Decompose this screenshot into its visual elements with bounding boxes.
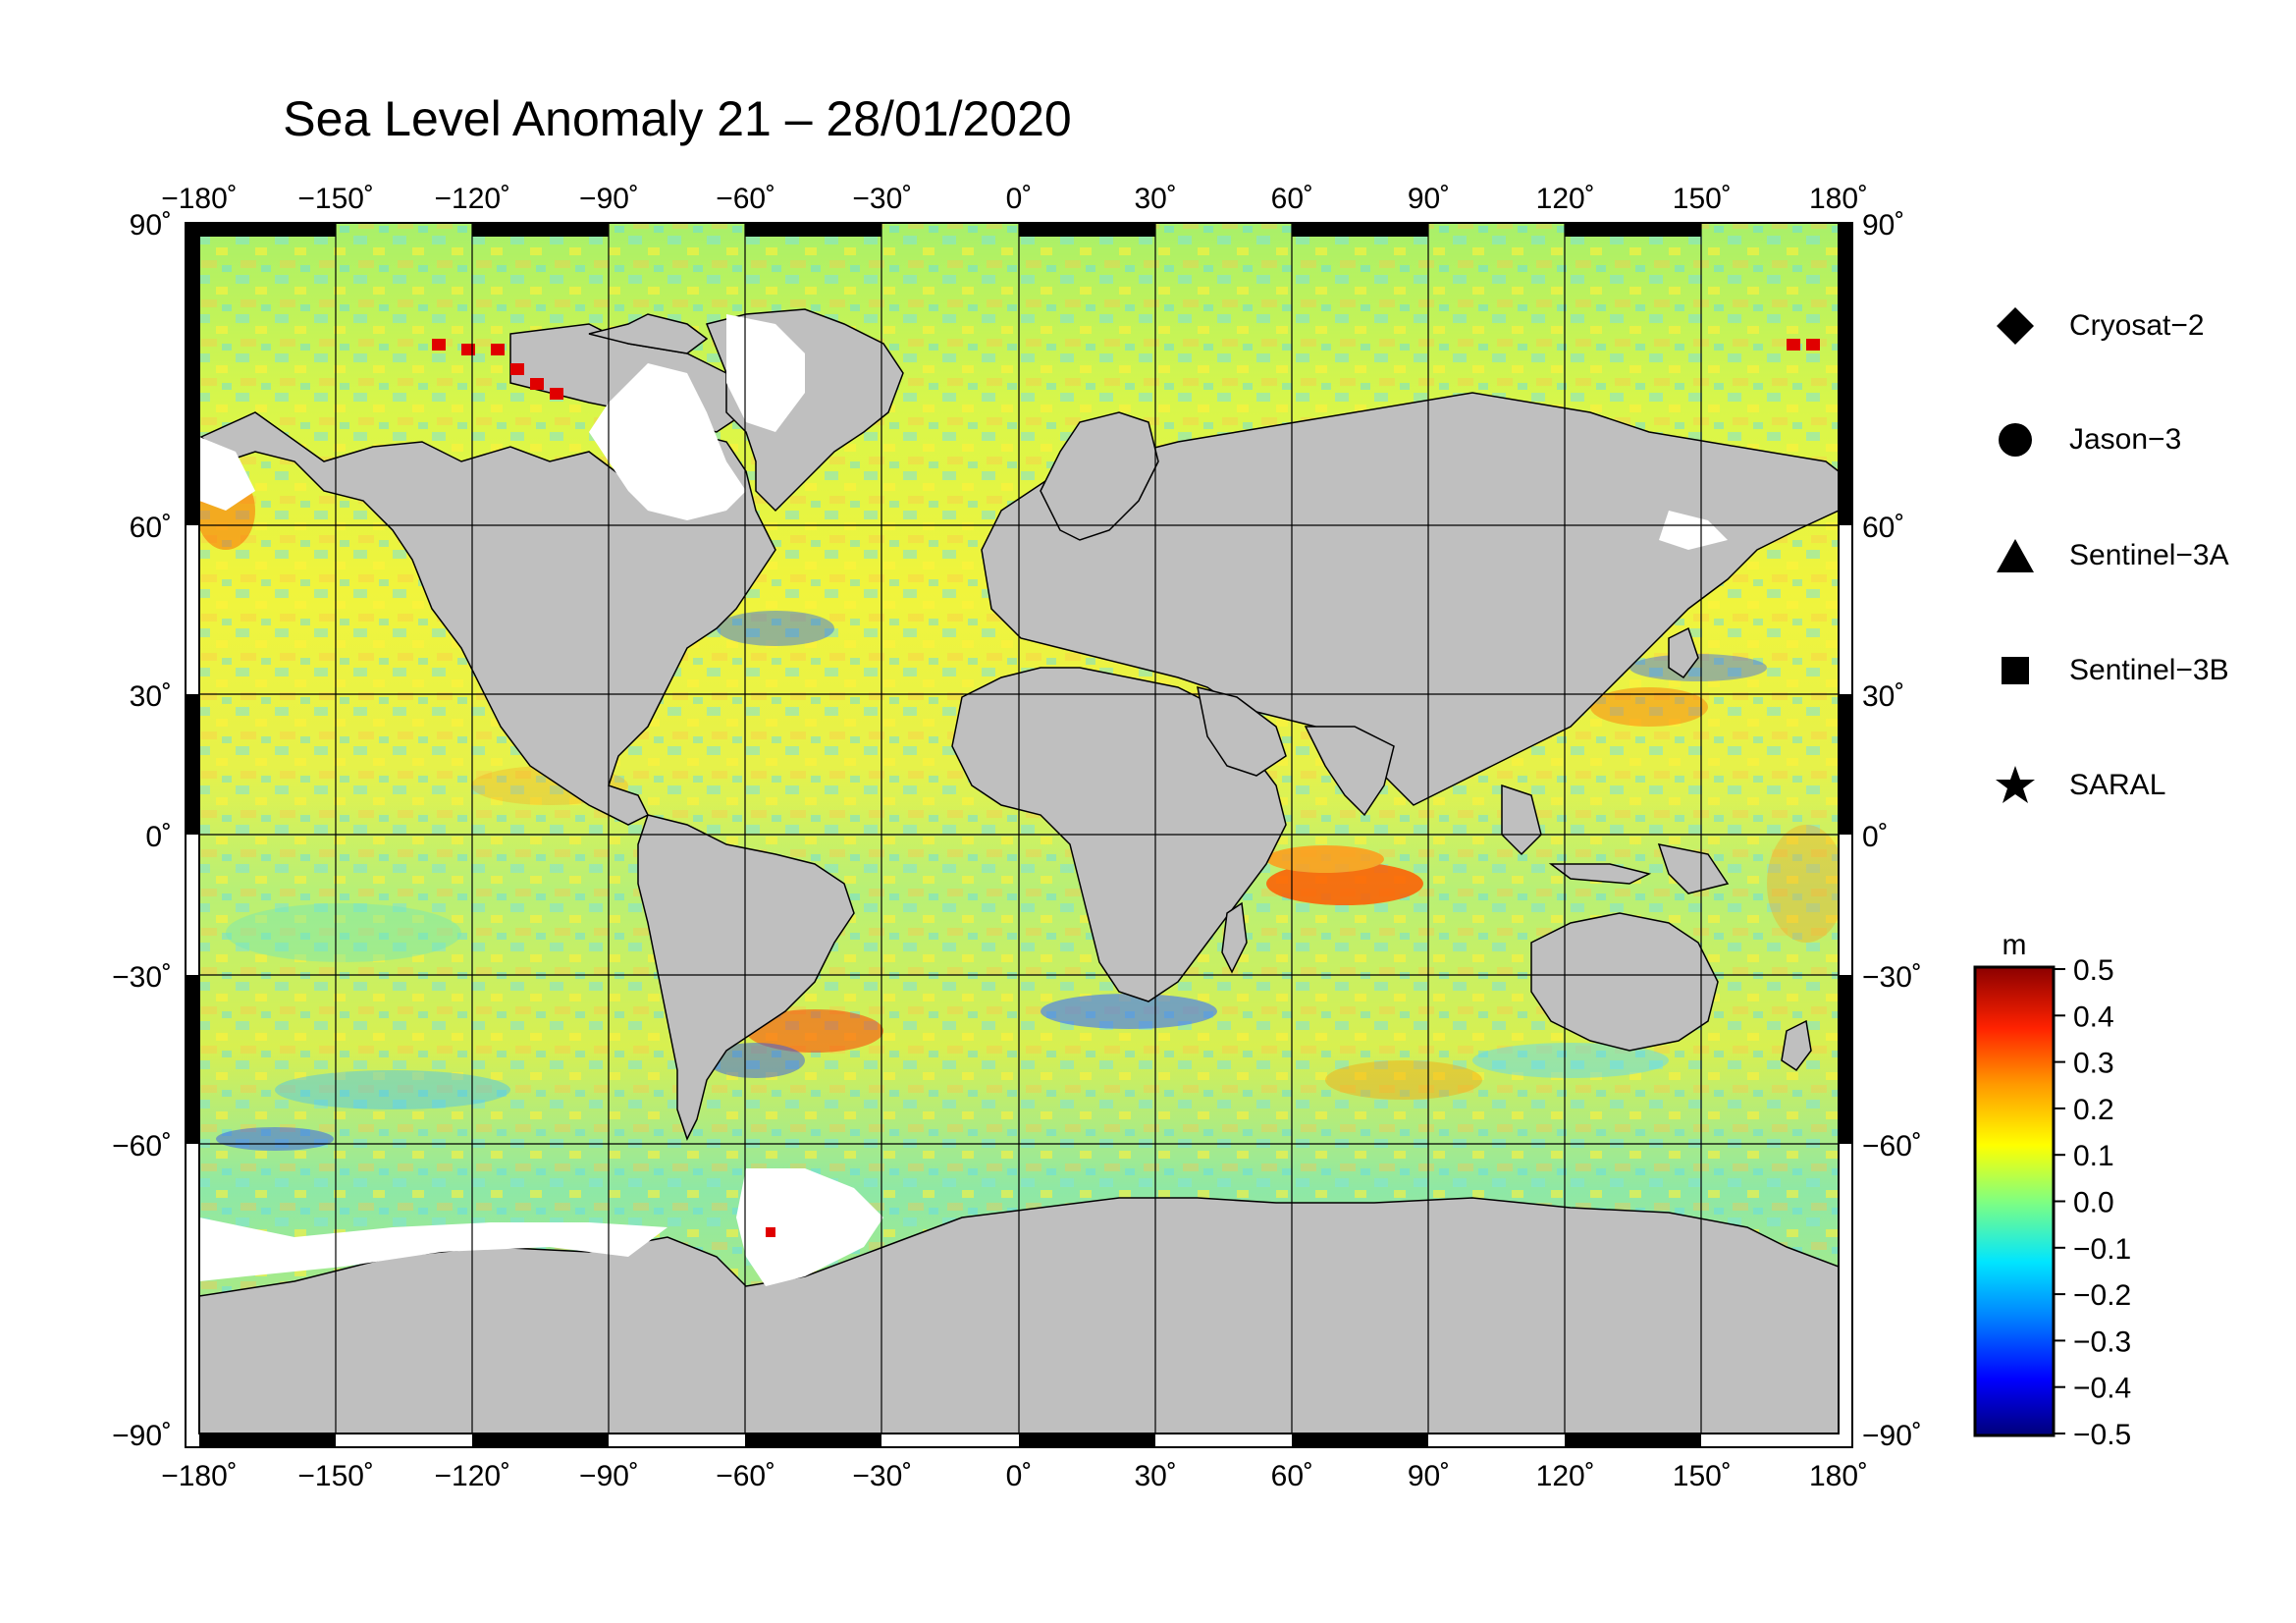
longitude-labels-top: −180˚ −150˚ −120˚ −90˚ −60˚ −30˚ 0˚ 30˚ 60˚ 90˚ 12… [161,183,1868,215]
latitude-tick-label: −60˚ [1862,1130,1922,1163]
ice-regions [199,314,1728,1286]
longitude-tick-label: 30˚ [1134,183,1176,215]
longitude-tick-label: −150˚ [297,183,374,215]
colorbar-tick-label: 0.1 [2073,1140,2114,1172]
colorbar-tick-label: −0.5 [2073,1419,2131,1451]
colorbar-tick-label: 0.2 [2073,1094,2114,1126]
longitude-tick-label: 180˚ [1809,183,1868,215]
latitude-tick-label: 0˚ [145,821,172,853]
longitude-tick-label: −120˚ [435,1460,511,1492]
latitude-tick-label: −60˚ [112,1130,172,1163]
legend-item-jason: Jason−3 [1993,415,2181,464]
longitude-tick-label: 30˚ [1134,1460,1176,1492]
colorbar-tick-label: 0.5 [2073,954,2114,987]
colorbar-unit: m [2002,929,2027,961]
longitude-tick-label: −150˚ [297,1460,374,1492]
longitude-tick-label: −30˚ [852,1460,912,1492]
longitude-tick-label: 150˚ [1673,183,1732,215]
legend-item-cryosat: Cryosat−2 [1993,301,2205,351]
longitude-tick-label: 60˚ [1271,183,1313,215]
longitude-tick-label: 120˚ [1536,1460,1595,1492]
longitude-tick-label: 0˚ [1006,1460,1033,1492]
latitude-tick-label: 60˚ [1862,512,1904,544]
legend-item-sentinel-3a: Sentinel−3A [1993,531,2229,580]
latitude-tick-label: 90˚ [130,209,172,242]
longitude-tick-label: 90˚ [1408,1460,1450,1492]
longitude-tick-label: −90˚ [579,1460,639,1492]
triangle-icon [1997,539,2034,572]
latitude-tick-label: 0˚ [1862,821,1889,853]
colorbar-tick-label: −0.4 [2073,1373,2131,1405]
legend-label: Jason−3 [2069,423,2182,456]
longitude-tick-label: −60˚ [716,1460,775,1492]
legend-label: Sentinel−3B [2069,654,2229,686]
latitude-tick-label: −90˚ [112,1420,172,1452]
latitude-tick-label: 30˚ [1862,680,1904,713]
latitude-tick-label: 90˚ [1862,209,1904,242]
colorbar-tick-label: −0.3 [2073,1325,2131,1358]
colorbar-tick-label: 0.0 [2073,1187,2114,1219]
legend-label: Cryosat−2 [2069,309,2205,342]
circle-icon [1999,423,2032,457]
longitude-tick-label: 90˚ [1408,183,1450,215]
colorbar [1973,965,2056,1437]
legend-label: Sentinel−3A [2069,539,2229,571]
star-icon [1996,766,2035,803]
frame-bars [186,223,1852,1447]
latitude-tick-label: 30˚ [130,680,172,713]
map-area [199,223,1839,1434]
legend-label: SARAL [2069,769,2166,801]
longitude-tick-label: −180˚ [161,183,238,215]
longitude-tick-label: −120˚ [435,183,511,215]
longitude-tick-label: 180˚ [1809,1460,1868,1492]
colorbar-tick-label: −0.1 [2073,1233,2131,1266]
legend-item-saral: SARAL [1993,761,2165,810]
longitude-tick-label: 0˚ [1006,183,1033,215]
latitude-tick-label: 60˚ [130,512,172,544]
colorbar-tick-label: −0.2 [2073,1279,2131,1312]
longitude-tick-label: 120˚ [1536,183,1595,215]
longitude-labels-bottom: −180˚ −150˚ −120˚ −90˚ −60˚ −30˚ 0˚ 30˚ 60˚ 90˚ 12… [161,1460,1868,1492]
colorbar-tick-label: 0.3 [2073,1048,2114,1080]
latitude-labels-right: 90˚ 60˚ 30˚ 0˚ −30˚ −60˚ −90˚ [1862,209,1922,1452]
latitude-labels-left: 90˚ 60˚ 30˚ 0˚ −30˚ −60˚ −90˚ [112,209,172,1452]
latitude-tick-label: −90˚ [1862,1420,1922,1452]
longitude-tick-label: −180˚ [161,1460,238,1492]
latitude-tick-label: −30˚ [1862,961,1922,994]
longitude-tick-label: −60˚ [716,183,775,215]
longitude-tick-label: −30˚ [852,183,912,215]
longitude-tick-label: 60˚ [1271,1460,1313,1492]
square-icon [2002,657,2029,684]
anomaly-blotches [199,471,1839,1151]
latitude-tick-label: −30˚ [112,961,172,994]
longitude-tick-label: 150˚ [1673,1460,1732,1492]
map-title: Sea Level Anomaly 21 – 28/01/2020 [283,91,1072,146]
colorbar-ticks: 0.5 0.4 0.3 0.2 0.1 0.0 −0.1 −0.2 −0.3 −0.4 −0.5 [2054,954,2131,1451]
diamond-icon [1997,307,2034,345]
longitude-tick-label: −90˚ [579,183,639,215]
colorbar-tick-label: 0.4 [2073,1001,2114,1033]
graticule [199,223,1839,1434]
legend-item-sentinel-3b: Sentinel−3B [1993,646,2229,695]
